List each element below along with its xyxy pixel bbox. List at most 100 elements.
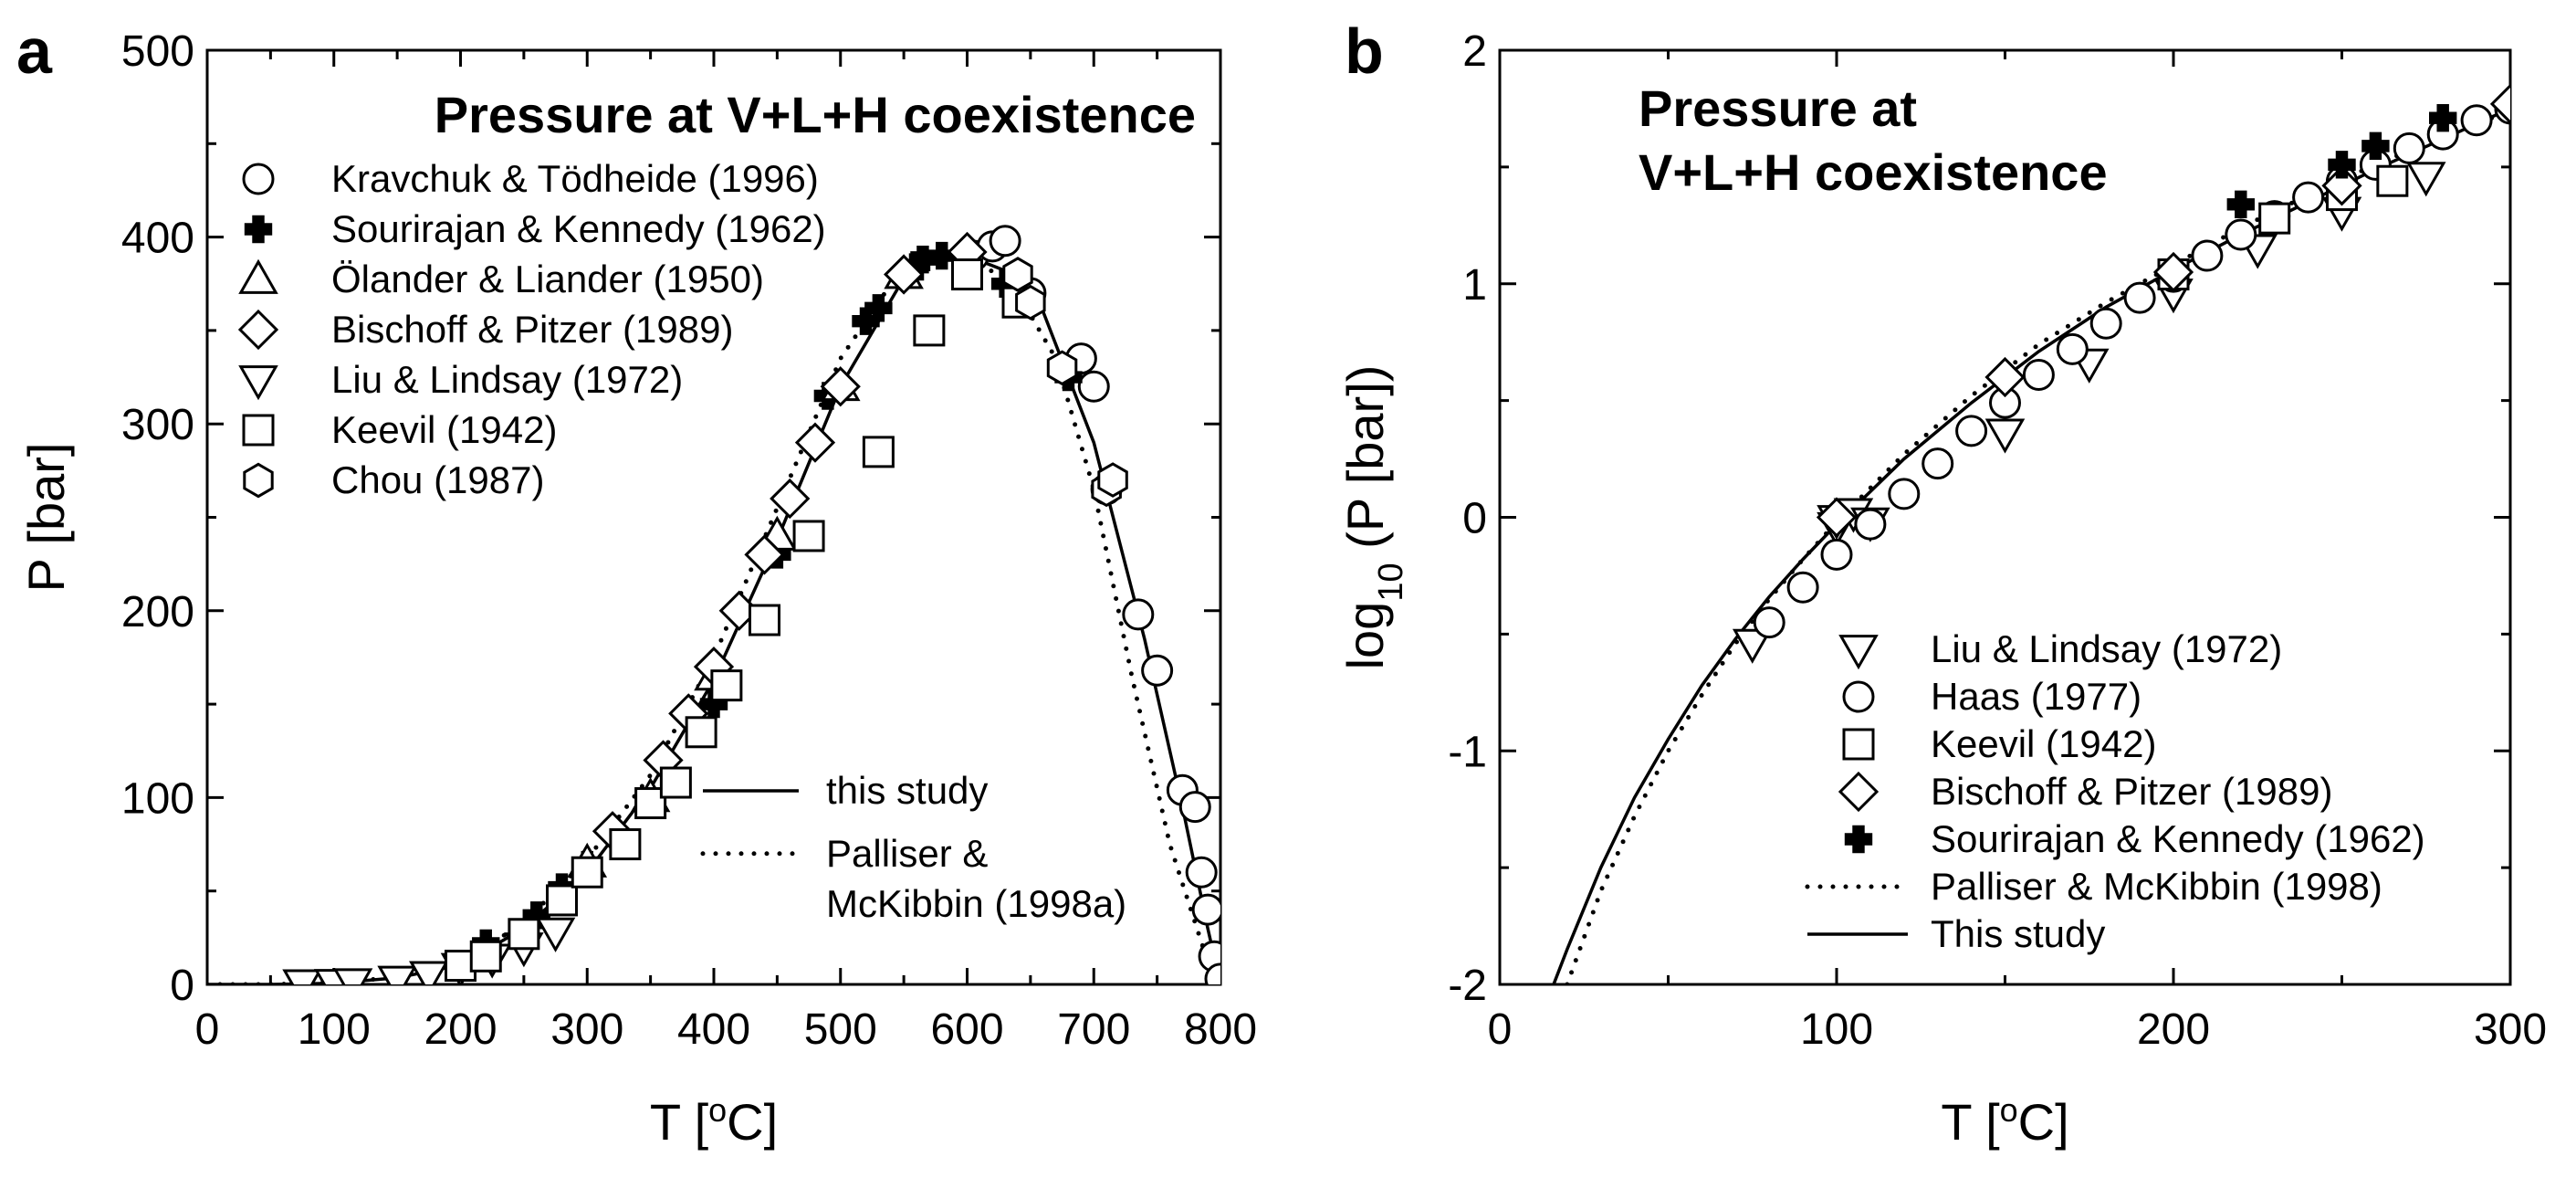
hexagon-marker (1002, 257, 1033, 292)
legend-label: This study (1931, 912, 2105, 955)
circle-marker (2292, 181, 2325, 214)
circle-marker (242, 163, 275, 195)
legend-label: Keevil (1942) (1931, 722, 2156, 765)
plus-marker (2328, 151, 2356, 179)
square-marker (792, 520, 825, 552)
x-tick-label: 500 (804, 1005, 877, 1054)
panel-b: b 0 100 200 300 -2 -1 0 1 2 T [oC] log10 (P [bar]) P… (1336, 16, 2547, 1151)
y-tick-label: 200 (121, 588, 194, 636)
x-tick-label: 300 (550, 1005, 623, 1054)
circle-marker (2022, 358, 2055, 391)
diamond-marker (770, 478, 811, 520)
circle-marker (1786, 571, 1819, 604)
plus-marker (2429, 103, 2457, 132)
square-marker (862, 436, 895, 468)
legend-label: Haas (1977) (1931, 675, 2141, 718)
diamond-marker (820, 366, 861, 407)
square-marker (951, 258, 983, 291)
panel-letter: a (16, 16, 53, 87)
square-marker (2376, 164, 2409, 197)
legend-label: this study (826, 769, 988, 812)
chart-title: Pressure at V+L+H coexistence (435, 86, 1196, 143)
square-marker (609, 828, 642, 861)
dotted-curve (1565, 109, 2510, 984)
plus-marker (2226, 190, 2255, 218)
circle-marker (2225, 218, 2257, 251)
diamond-marker (1984, 356, 2026, 398)
series-plus (2226, 103, 2457, 218)
panel-letter: b (1345, 16, 1384, 87)
circle-marker (1191, 893, 1220, 926)
square-marker (1842, 728, 1875, 761)
x-tick-label: 200 (424, 1005, 497, 1054)
square-marker (571, 856, 603, 889)
circle-marker (1122, 598, 1155, 631)
x-tick-label: 700 (1057, 1005, 1130, 1054)
triangle-down-marker (409, 961, 449, 984)
diamond-marker (1816, 497, 1858, 538)
circle-marker (1204, 962, 1220, 984)
legend-label: Ölander & Liander (1950) (331, 258, 764, 300)
hexagon-marker (1046, 350, 1078, 386)
square-marker (659, 766, 692, 799)
y-tick-label: 0 (1462, 495, 1487, 543)
legend-lines: this study Palliser & McKibbin (1998a) (700, 769, 1126, 925)
square-marker (685, 716, 717, 749)
legend-label: Palliser & McKibbin (1998) (1931, 865, 2382, 908)
x-tick-label: 800 (1184, 1005, 1257, 1054)
plus-marker (699, 689, 728, 719)
y-tick-label: 2 (1462, 27, 1487, 76)
y-tick-label: -1 (1448, 728, 1487, 776)
legend-label: Bischoff & Pitzer (1989) (331, 308, 733, 351)
x-tick-label: 300 (2474, 1005, 2547, 1054)
x-axis-label: T [oC] (650, 1091, 778, 1152)
circle-marker (1178, 791, 1211, 824)
square-marker (2258, 202, 2291, 235)
plus-marker (2361, 131, 2390, 161)
chart-title: V+L+H coexistence (1639, 143, 2108, 201)
dotted-curve (207, 253, 1220, 984)
hexagon-marker (243, 462, 274, 499)
x-axis-label: T [oC] (1941, 1091, 2068, 1152)
x-tick-label: 200 (2137, 1005, 2210, 1054)
series-diamond (1816, 83, 2510, 538)
triangle-down-marker (282, 969, 322, 984)
x-tick-label: 0 (195, 1005, 220, 1054)
circle-marker (1185, 856, 1218, 889)
legend-label: Chou (1987) (331, 458, 544, 501)
y-tick-label: 500 (121, 27, 194, 76)
circle-marker (1753, 606, 1785, 639)
x-tick-label: 0 (1488, 1005, 1513, 1054)
y-axis-label: P [bar] (17, 443, 75, 593)
y-tick-label: 1 (1462, 261, 1487, 310)
y-tick-label: -2 (1448, 962, 1487, 1010)
legend-label: Keevil (1942) (331, 408, 557, 451)
triangle-down-marker (2405, 162, 2446, 197)
chart-title: Pressure at (1639, 79, 1917, 137)
plus-marker (522, 901, 550, 930)
y-tick-label: 400 (121, 215, 194, 263)
legend-label: Palliser & (826, 832, 988, 875)
legend: Kravchuk & Tödheide (1996) Sourirajan & K… (237, 157, 826, 501)
square-marker (508, 918, 540, 951)
plus-marker (927, 241, 956, 270)
plus-marker (852, 307, 880, 335)
circle-marker (1888, 478, 1921, 510)
plus-marker (244, 215, 273, 244)
circle-marker (1141, 654, 1174, 687)
circle-marker (989, 225, 1021, 258)
y-axis-label: log10 (P [bar]) (1336, 365, 1410, 670)
x-tick-label: 100 (298, 1005, 371, 1054)
plus-marker (864, 294, 893, 322)
circle-marker (2089, 307, 2122, 340)
square-marker (710, 669, 743, 702)
plot-area (1552, 83, 2510, 984)
square-marker (913, 314, 946, 347)
triangle-up-marker (238, 258, 278, 294)
series-square (445, 258, 1034, 983)
square-marker (242, 414, 275, 447)
diamond-marker (2489, 83, 2510, 124)
legend-label: Liu & Lindsay (1972) (1931, 627, 2282, 670)
triangle-down-marker (377, 965, 417, 984)
